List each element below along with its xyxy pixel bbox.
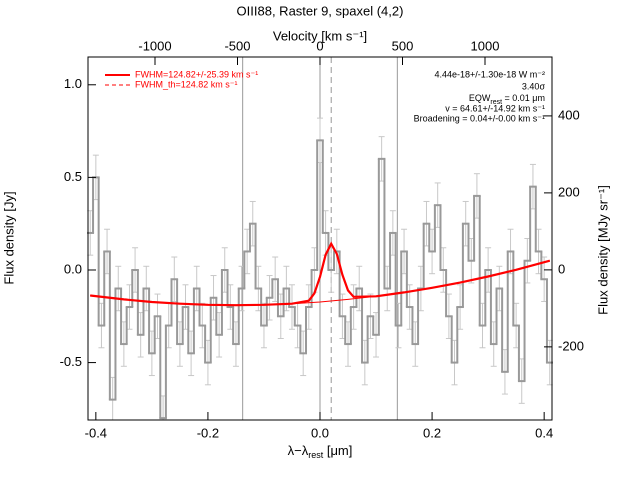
annotation: 3.40σ bbox=[522, 81, 546, 91]
annotation: Broadening = 0.04+/-0.00 km s⁻¹ bbox=[414, 113, 545, 123]
legend-label: FWHM=124.82+/-25.39 km s⁻¹ bbox=[135, 69, 258, 79]
x2-axis-label: Velocity [km s⁻¹] bbox=[273, 28, 367, 43]
x2-tick-label: 500 bbox=[392, 38, 414, 53]
x-tick-label: 0.0 bbox=[311, 425, 329, 440]
x2-tick-label: 1000 bbox=[471, 38, 500, 53]
x-tick-label: -0.4 bbox=[85, 425, 107, 440]
y-tick-label: -0.5 bbox=[60, 354, 82, 369]
y-axis-label: Flux density [Jy] bbox=[1, 191, 16, 284]
y2-tick-label: -200 bbox=[558, 338, 584, 353]
annotation: v = 64.61+/-14.92 km s⁻¹ bbox=[445, 103, 545, 113]
y2-tick-label: 400 bbox=[558, 107, 580, 122]
y-tick-label: 1.0 bbox=[64, 76, 82, 91]
x2-tick-label: -500 bbox=[224, 38, 250, 53]
x-tick-label: 0.2 bbox=[423, 425, 441, 440]
y-tick-label: 0.5 bbox=[64, 169, 82, 184]
x2-tick-label: 0 bbox=[316, 38, 323, 53]
x-axis-label: λ−λrest [μm] bbox=[288, 443, 353, 460]
legend-label: FWHM_th=124.82 km s⁻¹ bbox=[135, 79, 238, 89]
y-tick-label: 0.0 bbox=[64, 261, 82, 276]
chart-title: OIII88, Raster 9, spaxel (4,2) bbox=[237, 3, 404, 18]
y2-tick-label: 200 bbox=[558, 184, 580, 199]
y2-tick-label: 0 bbox=[558, 261, 565, 276]
x2-tick-label: -1000 bbox=[138, 38, 171, 53]
annotation: 4.44e-18+/-1.30e-18 W m⁻² bbox=[434, 69, 545, 79]
fit-line bbox=[90, 241, 551, 307]
x-tick-label: 0.4 bbox=[535, 425, 553, 440]
annotation: EQWrest = 0.01 μm bbox=[469, 93, 545, 105]
x-tick-label: -0.2 bbox=[197, 425, 219, 440]
y2-axis-label: Flux density [MJy sr⁻¹] bbox=[595, 185, 610, 315]
